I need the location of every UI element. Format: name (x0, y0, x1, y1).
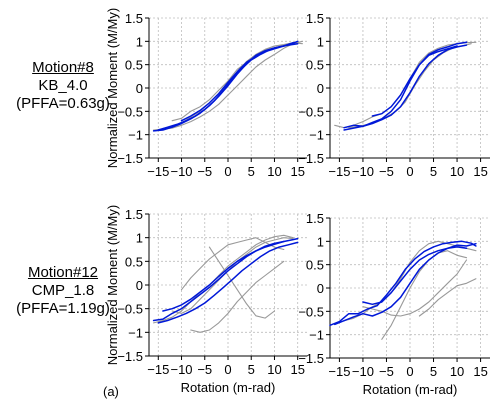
y-tick-label: −1.5 (117, 349, 143, 364)
x-tick-label: 0 (224, 164, 231, 179)
y-tick-label: 1.5 (125, 207, 143, 222)
model-curve (333, 242, 477, 326)
y-tick-label: −0.5 (117, 302, 143, 317)
y-tick-label: 0.5 (125, 58, 143, 73)
y-tick-label: 0 (136, 278, 143, 293)
row-label-motion-id: Motion#8 (32, 59, 94, 76)
x-tick-label: −15 (328, 364, 350, 379)
x-tick-label: 10 (267, 164, 281, 179)
x-tick-label: 0 (224, 362, 231, 377)
test-curve (180, 237, 285, 291)
x-tick-label: −5 (197, 362, 212, 377)
panel-tag: (a) (103, 384, 119, 399)
x-tick-label: 5 (430, 164, 437, 179)
y-tick-label: 1 (136, 231, 143, 246)
model-curve (362, 246, 468, 306)
y-tick-label: −1.5 (298, 151, 324, 166)
row-label-motion12: Motion#12 CMP_1.8 (PFFA=1.19g) (0, 264, 126, 318)
y-tick-label: −0.5 (117, 104, 143, 119)
x-tick-label: 0 (406, 364, 413, 379)
x-tick-label: 15 (290, 164, 304, 179)
x-tick-label: 5 (248, 164, 255, 179)
y-tick-label: 1 (317, 34, 324, 49)
x-tick-label: 15 (473, 364, 487, 379)
model-curve (162, 240, 285, 312)
y-tick-label: −1.5 (117, 151, 143, 166)
row-label-pffa: (PFFA=1.19g) (16, 300, 110, 317)
y-tick-label: 1.5 (125, 11, 143, 26)
x-tick-label: −10 (352, 364, 374, 379)
test-curve (153, 234, 294, 324)
x-tick-label: −10 (170, 164, 192, 179)
test-curve (362, 259, 468, 317)
test-curve (171, 44, 285, 122)
model-curve (343, 44, 468, 131)
test-curve (190, 260, 285, 333)
y-tick-label: −1 (309, 128, 324, 143)
y-tick-label: −1 (128, 325, 143, 340)
x-tick-label: −15 (147, 164, 169, 179)
test-curve (208, 246, 276, 319)
y-axis-title: Normalized Moment (M/My) (105, 205, 120, 365)
x-tick-label: −10 (170, 362, 192, 377)
test-curve (334, 41, 477, 129)
x-axis-title: Rotation (m-rad) (181, 380, 276, 395)
x-tick-label: 15 (473, 164, 487, 179)
model-curve (329, 240, 477, 327)
y-tick-label: 1 (136, 34, 143, 49)
y-tick-label: 1 (317, 234, 324, 249)
x-tick-label: 5 (248, 362, 255, 377)
y-axis-title: Normalized Moment (M/My) (105, 8, 120, 168)
y-tick-label: 0 (136, 81, 143, 96)
x-tick-label: −10 (352, 164, 374, 179)
x-tick-label: 10 (267, 362, 281, 377)
x-tick-label: −5 (379, 364, 394, 379)
x-tick-label: −15 (328, 164, 350, 179)
test-curve (153, 40, 303, 132)
y-tick-label: −0.5 (298, 304, 324, 319)
test-curve (171, 237, 294, 314)
x-tick-label: 0 (406, 164, 413, 179)
model-curve (371, 45, 458, 117)
y-tick-label: −1.5 (298, 351, 324, 366)
x-axis-title: Rotation (m-rad) (363, 382, 458, 397)
test-curve (418, 278, 477, 317)
y-tick-label: 0 (317, 281, 324, 296)
model-curve (343, 41, 468, 129)
row-label-record: CMP_1.8 (31, 282, 95, 299)
y-tick-label: 0.5 (306, 58, 324, 73)
model-curve (157, 241, 299, 324)
row-label-record: KB_4.0 (38, 77, 88, 94)
x-tick-label: −15 (147, 362, 169, 377)
row-label-motion8: Motion#8 KB_4.0 (PFFA=0.63g) (0, 59, 126, 113)
y-tick-label: 1.5 (306, 211, 324, 226)
row-label-motion-id: Motion#12 (27, 264, 99, 281)
x-tick-label: 5 (430, 364, 437, 379)
y-tick-label: 0 (317, 81, 324, 96)
y-tick-label: −1 (128, 128, 143, 143)
row-label-pffa: (PFFA=0.63g) (16, 95, 110, 112)
test-curve (343, 240, 477, 322)
x-tick-label: −5 (197, 164, 212, 179)
x-tick-label: 10 (450, 364, 464, 379)
model-curve (180, 41, 294, 122)
y-tick-label: −0.5 (298, 104, 324, 119)
x-tick-label: −5 (379, 164, 394, 179)
y-tick-label: 0.5 (125, 254, 143, 269)
y-tick-label: 1.5 (306, 11, 324, 26)
x-tick-label: 10 (450, 164, 464, 179)
y-tick-label: −1 (309, 328, 324, 343)
x-tick-label: 15 (290, 362, 304, 377)
y-tick-label: 0.5 (306, 258, 324, 273)
